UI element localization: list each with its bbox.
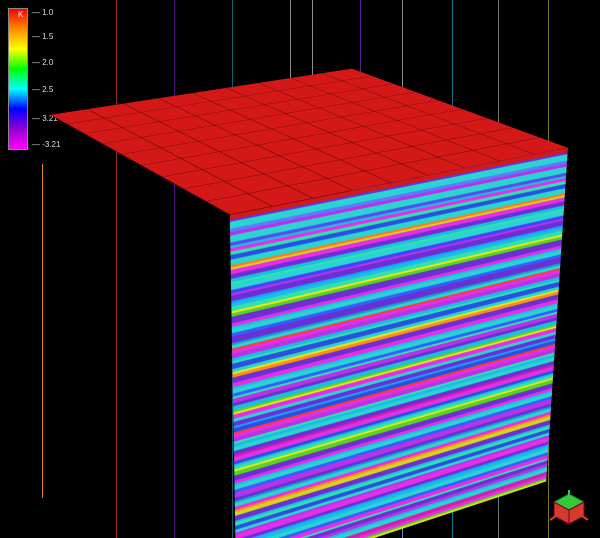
legend-tick: — 2.5 (32, 85, 53, 94)
legend-tick: — 1.0 (32, 8, 53, 17)
legend-tick: — -3.21 (32, 140, 60, 149)
legend-ticks: — 1.0— 1.5— 2.0— 2.5— 3.21— -3.21 (32, 8, 66, 150)
legend-gradient-bar (8, 8, 28, 150)
color-legend: K — 1.0— 1.5— 2.0— 2.5— 3.21— -3.21 (8, 8, 66, 150)
legend-tick: — 2.0 (32, 58, 53, 67)
guide-vline (116, 0, 117, 538)
viewport-3d[interactable]: K — 1.0— 1.5— 2.0— 2.5— 3.21— -3.21 (0, 0, 600, 538)
cube-face-front (230, 148, 568, 538)
guide-vline (174, 0, 175, 538)
legend-title: K (18, 10, 23, 19)
axis-vertical-left (42, 164, 43, 498)
legend-tick: — 1.5 (32, 32, 53, 41)
axis-triad-icon[interactable] (548, 490, 590, 528)
